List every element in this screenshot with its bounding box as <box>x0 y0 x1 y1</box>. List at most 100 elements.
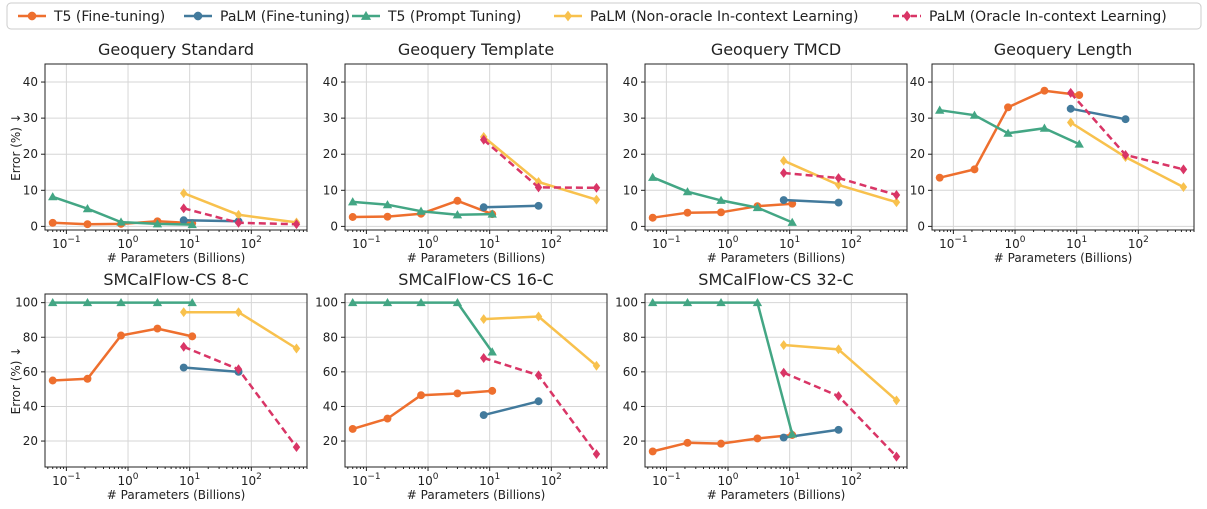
y-tick-label: 60 <box>323 365 338 379</box>
series-line <box>483 204 539 209</box>
data-point <box>834 425 843 434</box>
data-point <box>779 155 788 166</box>
series-line <box>783 159 897 204</box>
data-point <box>153 324 162 333</box>
data-point <box>779 367 788 378</box>
series-t5-prompt-tuning <box>348 197 497 219</box>
data-point <box>416 297 426 307</box>
y-axis-label: Error (%) ↓ <box>9 347 23 415</box>
data-point <box>116 297 126 307</box>
x-axis: 10−1 100 101 102 <box>934 230 1195 251</box>
data-point <box>834 391 843 402</box>
series-t5-prompt-tuning <box>935 105 1084 148</box>
series-t5-prompt-tuning <box>48 297 197 307</box>
x-tick-label: 100 <box>418 235 439 251</box>
series-t5-fine-tuning <box>348 386 497 433</box>
series-line <box>183 310 298 350</box>
series-t5-fine-tuning <box>935 86 1084 182</box>
data-point <box>935 105 945 114</box>
series-t5-fine-tuning <box>48 324 197 385</box>
data-point <box>479 353 488 363</box>
series-t5-prompt-tuning <box>348 297 497 356</box>
y-tick-label: 0 <box>30 219 38 233</box>
y-axis: 0 10 20 30 40 <box>323 75 345 233</box>
data-point <box>416 206 426 215</box>
data-point <box>234 307 243 318</box>
y-tick-label: 40 <box>910 75 925 89</box>
panel-title: Geoquery Standard <box>98 40 254 59</box>
series-line <box>783 343 898 402</box>
y-tick-label: 40 <box>23 399 38 413</box>
x-tick-label: 102 <box>1128 235 1149 251</box>
panel-title: SMCalFlow-CS 32-C <box>698 270 853 289</box>
series-palm-fine-tuning <box>779 196 843 207</box>
legend-label: T5 (Prompt Tuning) <box>387 9 521 25</box>
x-tick-label: 10−1 <box>352 235 381 251</box>
x-axis-label: # Parameters (Billions) <box>107 251 246 265</box>
grid <box>345 294 607 467</box>
x-tick-label: 102 <box>241 235 262 251</box>
data-point <box>48 218 57 227</box>
data-point <box>292 442 301 453</box>
x-tick-label: 10−1 <box>939 235 968 251</box>
data-point <box>683 208 692 217</box>
y-tick-label: 30 <box>623 111 638 125</box>
y-axis: 0 10 20 30 40 <box>910 75 932 233</box>
data-point <box>417 391 425 400</box>
data-point <box>234 209 243 220</box>
data-point <box>179 216 188 225</box>
series-line <box>939 108 1080 146</box>
series-palm-oracle-in-context-learning <box>1066 87 1188 175</box>
x-axis-label: # Parameters (Billions) <box>994 251 1133 265</box>
y-tick-label: 30 <box>910 111 925 125</box>
y-tick-label: 100 <box>315 296 338 310</box>
data-point <box>682 297 693 307</box>
x-tick-label: 100 <box>718 235 739 251</box>
data-point <box>234 217 243 228</box>
data-point <box>116 217 126 226</box>
data-point <box>292 219 301 230</box>
data-point <box>452 210 463 219</box>
data-point <box>1179 182 1188 193</box>
y-tick-label: 30 <box>23 111 38 125</box>
data-point <box>82 297 93 307</box>
data-point <box>1066 117 1075 128</box>
data-point <box>592 449 601 459</box>
data-point <box>348 197 358 206</box>
x-tick-label: 10−1 <box>652 235 681 251</box>
data-point <box>892 451 901 462</box>
series-palm-oracle-in-context-learning <box>779 168 901 200</box>
data-point <box>787 217 797 226</box>
x-tick-label: 101 <box>779 235 800 251</box>
x-tick-label: 101 <box>479 472 500 488</box>
plot-frame <box>931 63 1195 231</box>
x-tick-label: 10−1 <box>52 472 81 488</box>
y-tick-label: 20 <box>23 147 38 161</box>
x-tick-label: 102 <box>541 235 562 251</box>
x-tick-label: 100 <box>418 472 439 488</box>
data-point <box>1040 86 1049 95</box>
data-point <box>179 188 188 199</box>
data-point <box>1039 123 1050 132</box>
data-point <box>534 370 543 381</box>
y-axis: 20 40 60 80 100 <box>15 296 45 448</box>
y-tick-label: 40 <box>623 399 638 413</box>
data-point <box>1121 115 1130 124</box>
y-tick-label: 30 <box>323 111 338 125</box>
y-tick-label: 40 <box>323 399 338 413</box>
data-point <box>1121 149 1130 160</box>
legend-marker <box>563 10 573 22</box>
x-tick-label: 10−1 <box>652 472 681 488</box>
data-point <box>1003 128 1013 137</box>
data-point <box>179 203 188 214</box>
data-point <box>382 200 393 209</box>
data-point <box>479 314 488 325</box>
data-point <box>152 297 163 307</box>
data-point <box>452 297 463 307</box>
data-point <box>187 219 197 229</box>
x-tick-label: 101 <box>179 235 200 251</box>
data-point <box>682 187 693 196</box>
series-palm-non-oracle-in-context-learning <box>179 307 301 354</box>
